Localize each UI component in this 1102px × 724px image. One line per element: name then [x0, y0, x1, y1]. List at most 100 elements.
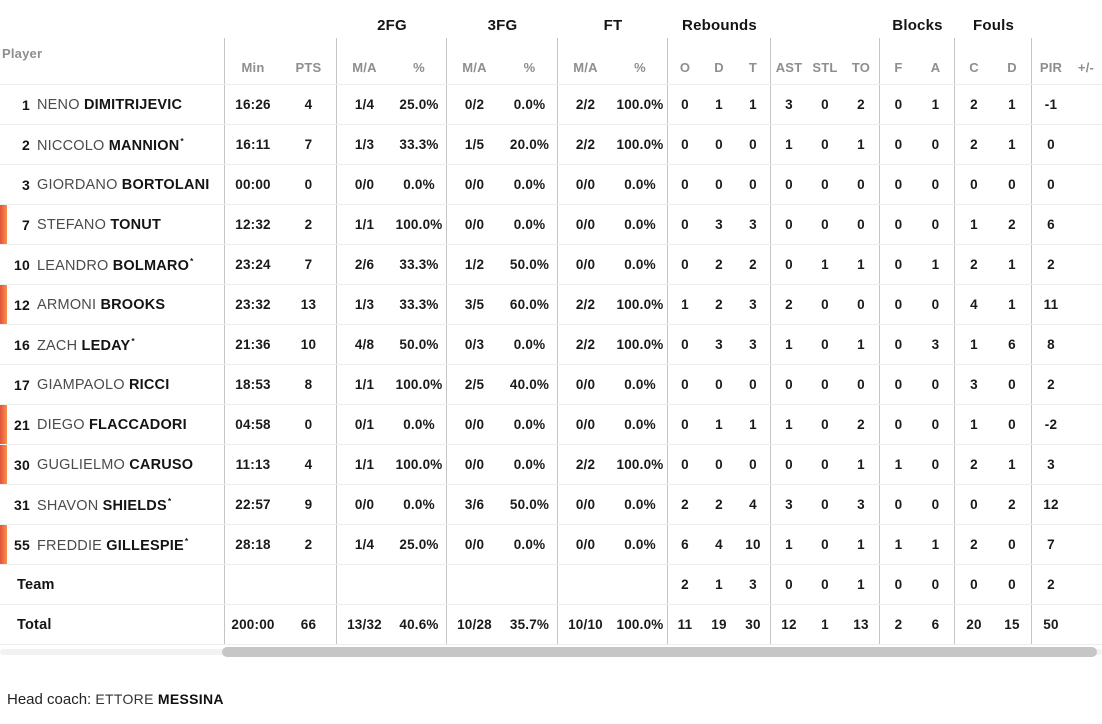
cell-min: 21:36 — [235, 337, 271, 352]
group-header-2fg: 2FG — [377, 17, 407, 34]
cell-stl: 0 — [821, 297, 829, 312]
player-cell: 16 ZACH LEDAY* — [0, 325, 225, 364]
player-number: 31 — [14, 496, 30, 513]
player-first-name: GIAMPAOLO — [37, 376, 125, 393]
player-name: NICCOLO MANNION* — [37, 136, 184, 154]
cell-pir: 7 — [1047, 537, 1055, 552]
player-number: 7 — [22, 216, 30, 233]
cell-pir: 0 — [1047, 137, 1055, 152]
cell-ast: 0 — [785, 177, 793, 192]
cell-ft-ma: 2/2 — [575, 457, 596, 472]
player-number: 3 — [22, 176, 30, 193]
cell-foul-c: 1 — [970, 417, 978, 432]
cell-ast: 1 — [785, 337, 793, 352]
group-header-fouls: Fouls — [973, 17, 1014, 34]
cell-blk-f: 0 — [894, 97, 903, 112]
column-header-2fg-pct: % — [392, 38, 447, 84]
column-header-3fg-pct: % — [502, 38, 558, 84]
cell-2fg-ma: 1/3 — [354, 137, 375, 152]
cell-2fg-pct: 33.3% — [392, 285, 447, 324]
cell-reb-d: 0 — [715, 377, 723, 392]
cell-ast: 0 — [785, 217, 793, 232]
cell-min: 00:00 — [235, 177, 271, 192]
cell-reb-o: 0 — [681, 177, 689, 192]
cell-3fg-ma: 0/0 — [464, 457, 485, 472]
cell-2fg-ma: 0/0 — [354, 497, 375, 512]
cell-plusminus — [1070, 605, 1102, 644]
cell-reb-d: 3 — [715, 217, 723, 232]
table-row: 7 STEFANO TONUT 12:32 2 1/1 100.0% 0/0 0… — [0, 205, 1102, 245]
cell-3fg-pct: 50.0% — [502, 485, 558, 524]
cell-foul-d: 2 — [993, 485, 1032, 524]
player-header-label: Player — [2, 46, 43, 61]
cell-min: 23:24 — [235, 257, 271, 272]
cell-reb-o: 0 — [681, 377, 689, 392]
cell-ft-pct: 100.0% — [613, 325, 668, 364]
cell-plusminus — [1070, 485, 1102, 524]
cell-plusminus — [1070, 205, 1102, 244]
starter-asterisk: * — [190, 255, 194, 266]
cell-2fg-ma: 1/3 — [354, 297, 375, 312]
cell-ft-ma: 2/2 — [575, 97, 596, 112]
cell-blk-a: 0 — [917, 285, 955, 324]
player-first-name: SHAVON — [37, 497, 99, 514]
cell-3fg-pct: 60.0% — [502, 285, 558, 324]
starter-asterisk: * — [184, 535, 189, 546]
cell-pts: 0 — [281, 405, 337, 444]
column-header-min: Min — [241, 60, 265, 75]
cell-min: 28:18 — [235, 537, 271, 552]
cell-2fg-pct: 40.6% — [392, 605, 447, 644]
cell-3fg-ma: 0/0 — [464, 177, 485, 192]
player-first-name: GIORDANO — [37, 176, 118, 193]
cell-foul-c: 3 — [970, 377, 978, 392]
horizontal-scrollbar-thumb[interactable] — [222, 647, 1097, 657]
cell-3fg-ma: 1/2 — [464, 257, 485, 272]
table-row: 55 FREDDIE GILLESPIE* 28:18 2 1/4 25.0% … — [0, 525, 1102, 565]
cell-3fg-ma: 0/0 — [464, 537, 485, 552]
cell-2fg-ma: 1/1 — [354, 217, 375, 232]
on-court-marker — [0, 205, 7, 244]
player-last-name: Total — [17, 616, 52, 633]
cell-min: 18:53 — [235, 377, 271, 392]
player-name: Team — [0, 577, 55, 593]
cell-min: 04:58 — [235, 417, 271, 432]
cell-foul-d: 1 — [993, 245, 1032, 284]
column-header-stl: STL — [812, 60, 838, 75]
cell-foul-d: 1 — [993, 85, 1032, 124]
cell-reb-o: 0 — [681, 97, 689, 112]
cell-stl: 0 — [821, 537, 829, 552]
column-header-foul-d: D — [993, 38, 1032, 84]
cell-3fg-ma: 0/0 — [464, 417, 485, 432]
player-cell: 17 GIAMPAOLO RICCI — [0, 365, 225, 404]
cell-ft-pct: 100.0% — [613, 605, 668, 644]
cell-min: 12:32 — [235, 217, 271, 232]
column-header-player: Player — [0, 38, 225, 84]
cell-to: 2 — [843, 405, 880, 444]
player-first-name: STEFANO — [37, 216, 107, 233]
cell-foul-d: 6 — [993, 325, 1032, 364]
cell-2fg-ma: 0/1 — [354, 417, 375, 432]
cell-plusminus — [1070, 365, 1102, 404]
cell-stl: 0 — [821, 177, 829, 192]
cell-plusminus — [1070, 565, 1102, 604]
cell-3fg-pct — [502, 565, 558, 604]
cell-pts: 2 — [281, 205, 337, 244]
cell-2fg-pct: 33.3% — [392, 245, 447, 284]
cell-foul-d: 0 — [993, 405, 1032, 444]
cell-min — [225, 565, 281, 604]
cell-reb-d: 1 — [715, 417, 723, 432]
cell-min: 23:32 — [235, 297, 271, 312]
cell-ast: 0 — [785, 257, 793, 272]
player-number: 2 — [22, 136, 30, 153]
player-last-name: Team — [17, 576, 55, 593]
player-cell: 31 SHAVON SHIELDS* — [0, 485, 225, 524]
cell-foul-d: 0 — [993, 565, 1032, 604]
cell-ft-pct: 0.0% — [613, 525, 668, 564]
cell-stl: 0 — [821, 577, 829, 592]
cell-pts — [281, 565, 337, 604]
cell-2fg-pct: 25.0% — [392, 525, 447, 564]
cell-stl: 0 — [821, 137, 829, 152]
cell-3fg-ma: 0/2 — [464, 97, 485, 112]
cell-2fg-pct: 0.0% — [392, 485, 447, 524]
